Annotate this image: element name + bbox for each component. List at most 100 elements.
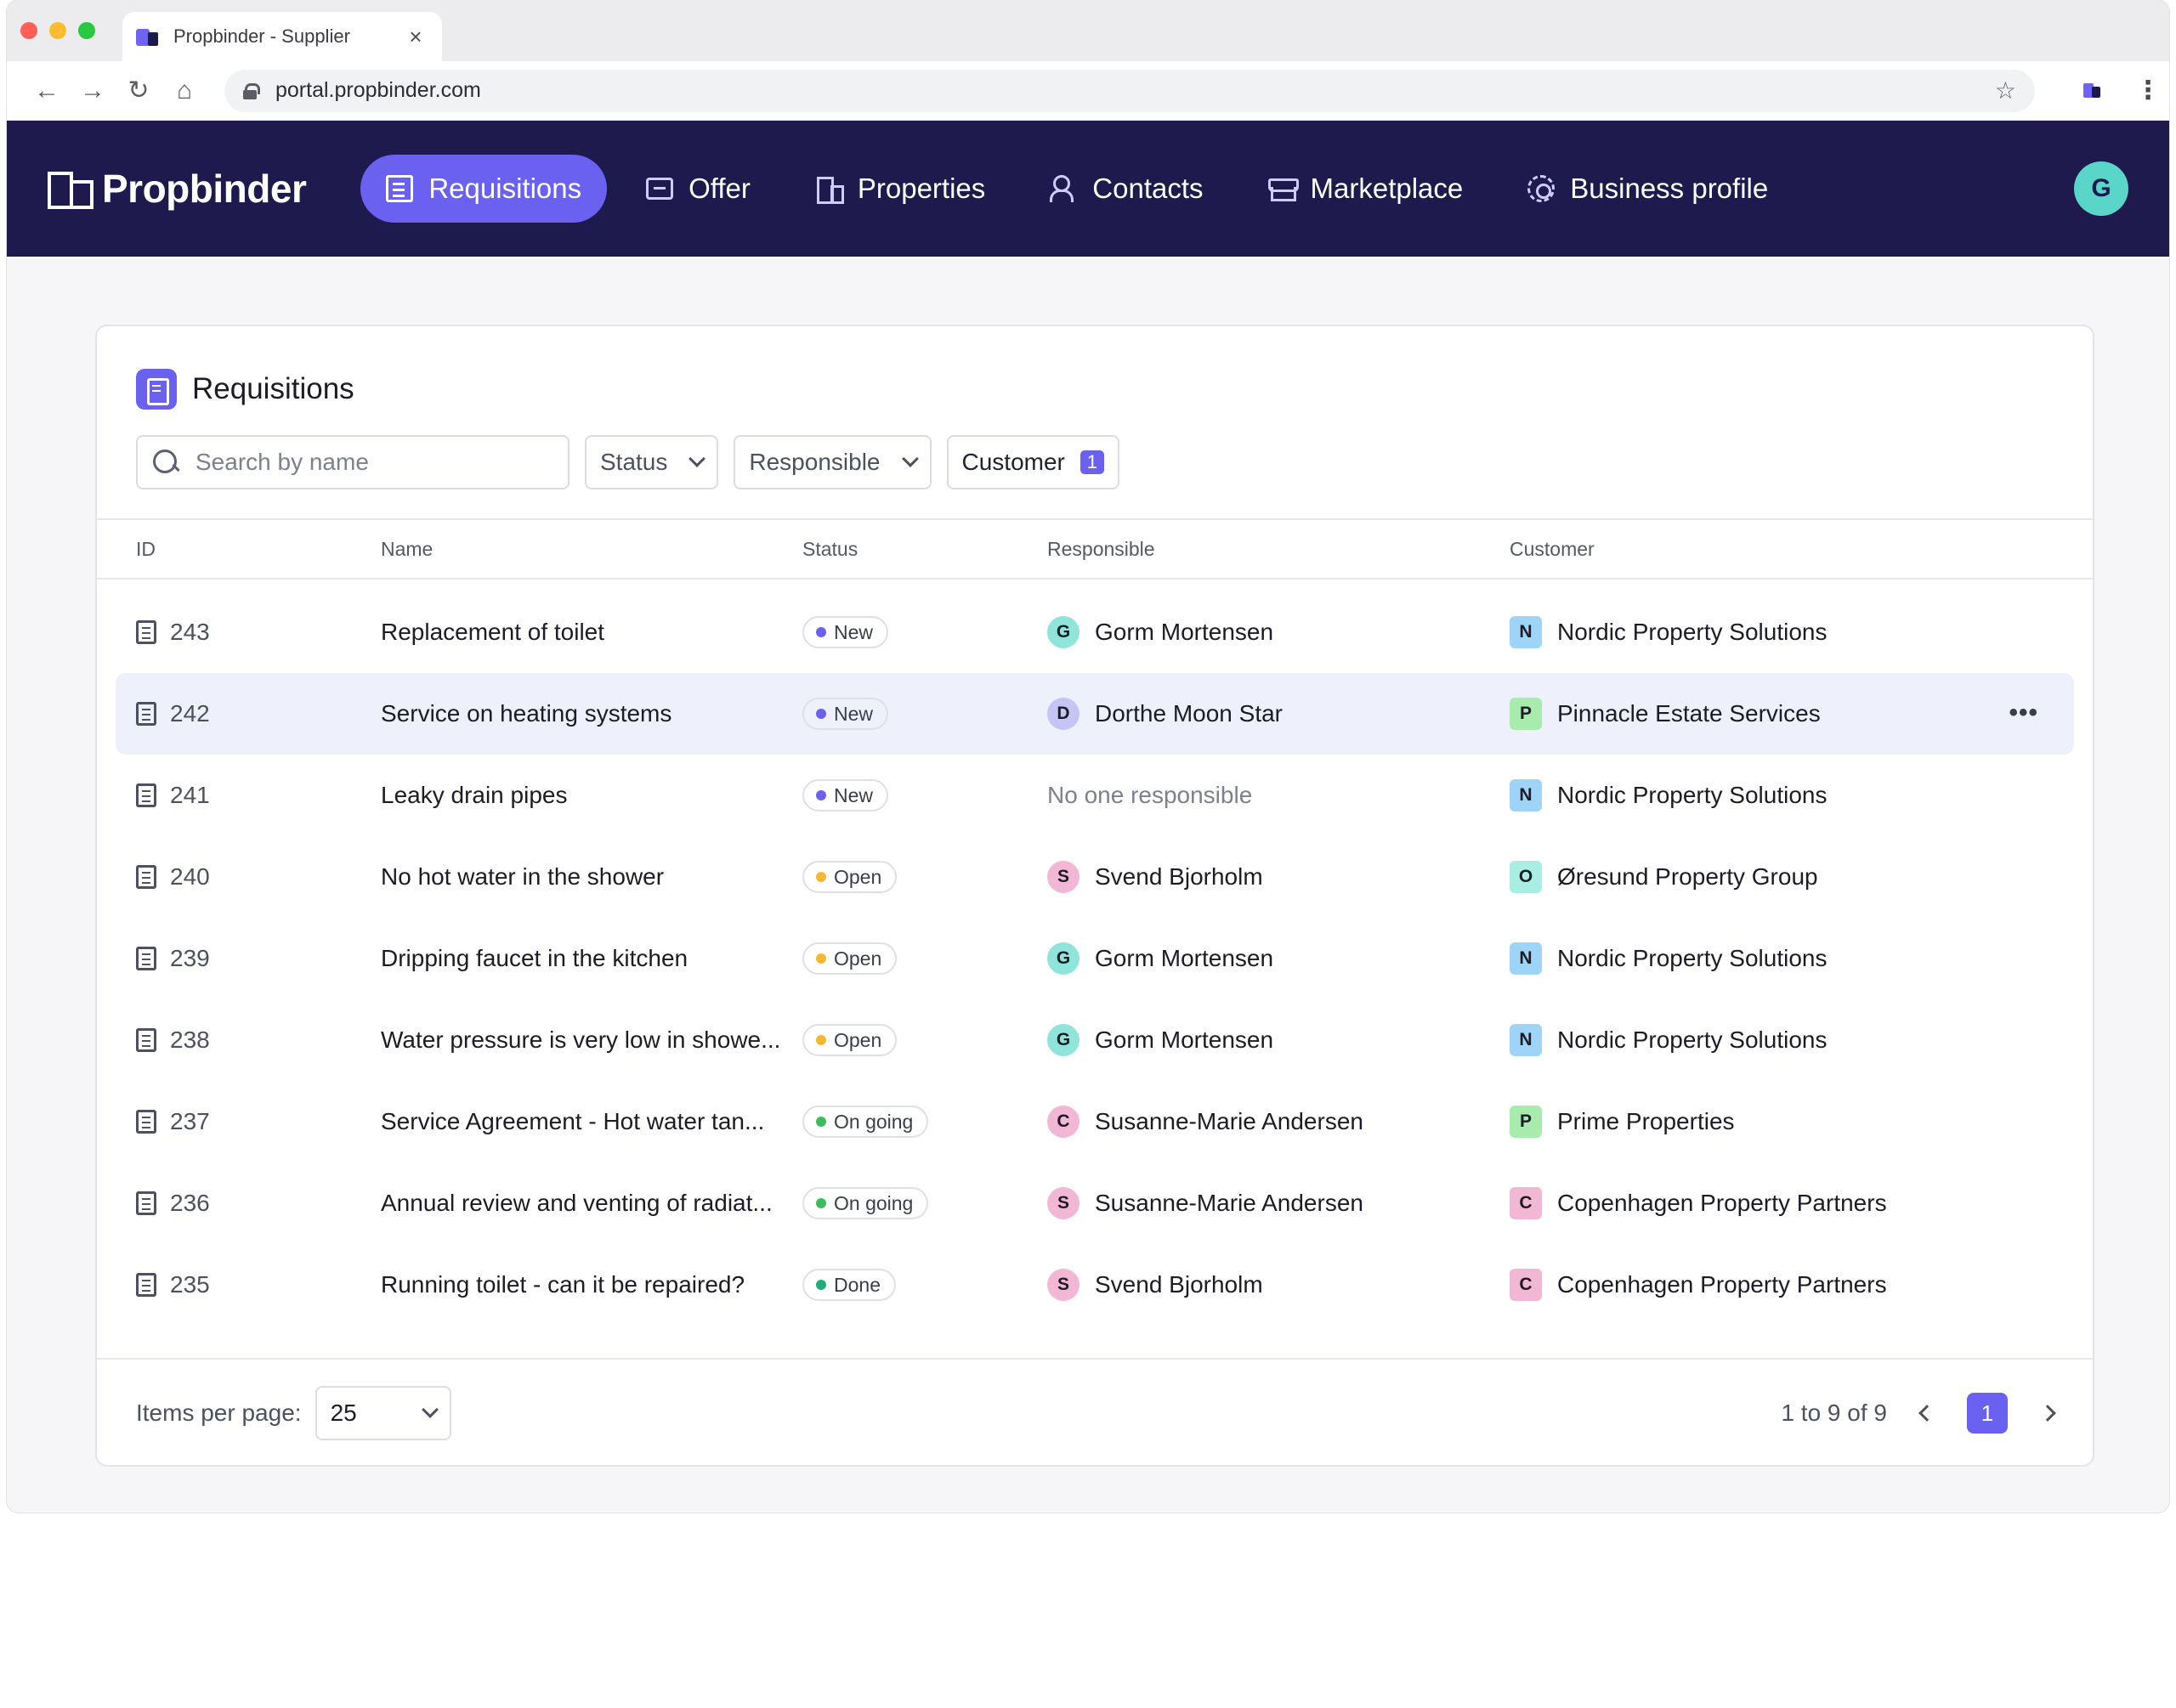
- table-row[interactable]: 238 Water pressure is very low in showe..…: [116, 999, 2074, 1081]
- next-page-chevron-icon[interactable]: [2039, 1405, 2056, 1422]
- requisition-name: Service Agreement - Hot water tan...: [381, 1108, 765, 1134]
- tab-close-icon[interactable]: ×: [409, 23, 422, 49]
- customer-avatar: N: [1510, 616, 1542, 648]
- logo-text: Propbinder: [102, 167, 307, 211]
- offer-icon: [646, 178, 674, 200]
- requisition-id-cell: 239: [136, 945, 381, 972]
- url-text[interactable]: portal.propbinder.com: [275, 78, 481, 102]
- customer-cell: C Copenhagen Property Partners: [1510, 1269, 2054, 1301]
- row-more-options-icon[interactable]: •••: [2009, 698, 2038, 727]
- propbinder-logo[interactable]: Propbinder: [48, 166, 307, 212]
- responsible-cell: D Dorthe Moon Star: [1047, 698, 1510, 730]
- nav-offer[interactable]: Offer: [620, 155, 776, 223]
- table-row[interactable]: 236 Annual review and venting of radiat..…: [116, 1162, 2074, 1244]
- status-label: On going: [834, 1110, 914, 1133]
- status-badge: On going: [802, 1187, 929, 1219]
- column-header-customer[interactable]: Customer: [1510, 537, 1595, 560]
- status-dot: [816, 1117, 826, 1127]
- forward-arrow-icon[interactable]: →: [80, 76, 105, 105]
- store-icon: [1267, 175, 1299, 202]
- nav-label: Requisitions: [428, 172, 582, 204]
- status-filter[interactable]: Status: [585, 435, 719, 489]
- column-header-id[interactable]: ID: [136, 537, 156, 560]
- nav-business-profile[interactable]: Business profile: [1502, 155, 1794, 223]
- responsible-filter[interactable]: Responsible: [734, 435, 932, 489]
- browser-menu-icon[interactable]: ⋮: [2135, 76, 2161, 105]
- customer-name: Pinnacle Estate Services: [1557, 700, 1821, 727]
- gear-icon: [1527, 175, 1556, 202]
- responsible-filter-label: Responsible: [749, 449, 881, 475]
- minimize-window-button[interactable]: [49, 22, 66, 39]
- customer: N Nordic Property Solutions: [1510, 942, 2054, 975]
- responsible-name: Gorm Mortensen: [1095, 619, 1274, 645]
- responsible-cell: S Susanne-Marie Andersen: [1047, 1187, 1510, 1219]
- requisition-id-cell: 238: [136, 1026, 381, 1054]
- requisition-id-cell: 242: [136, 700, 381, 727]
- column-header-responsible[interactable]: Responsible: [1047, 537, 1155, 560]
- requisition-name: Leaky drain pipes: [381, 782, 568, 808]
- table-row[interactable]: 242 Service on heating systems New D Dorthe …: [116, 673, 2074, 755]
- nav-contacts[interactable]: Contacts: [1024, 155, 1228, 223]
- requisition-id: 235: [170, 1271, 210, 1298]
- table-row[interactable]: 235 Running toilet - can it be repaired? D…: [116, 1244, 2074, 1326]
- close-window-button[interactable]: [20, 22, 37, 39]
- pagination: 1 to 9 of 9 1: [1781, 1393, 2056, 1434]
- customer-cell: N Nordic Property Solutions: [1510, 942, 2054, 975]
- column-header-name[interactable]: Name: [381, 537, 434, 560]
- responsible-name: Svend Bjorholm: [1095, 1271, 1263, 1298]
- responsible-name: Gorm Mortensen: [1095, 1026, 1274, 1053]
- status-cell: Done: [802, 1269, 1047, 1301]
- responsible-cell: No one responsible: [1047, 782, 1510, 809]
- search-icon: [153, 450, 178, 475]
- browser-window: Propbinder - Supplier × ← → ↻ ⌂ portal.p…: [7, 0, 2169, 1513]
- customer-filter[interactable]: Customer 1: [946, 435, 1119, 489]
- requisition-id: 239: [170, 945, 210, 971]
- customer-name: Øresund Property Group: [1557, 863, 1818, 890]
- status-badge: Open: [802, 861, 898, 893]
- reload-icon[interactable]: ↻: [128, 76, 150, 105]
- status-dot: [816, 953, 826, 964]
- search-input[interactable]: [196, 449, 552, 476]
- requisition-id: 237: [170, 1108, 210, 1134]
- nav-label: Properties: [857, 172, 986, 204]
- document-icon: [136, 947, 156, 970]
- customer: N Nordic Property Solutions: [1510, 779, 2054, 812]
- responsible-person: S Svend Bjorholm: [1047, 1269, 1510, 1301]
- status-badge: Open: [802, 1024, 898, 1056]
- nav-requisitions[interactable]: Requisitions: [360, 155, 608, 223]
- bookmark-star-icon[interactable]: ☆: [1994, 77, 2016, 104]
- browser-tab[interactable]: Propbinder - Supplier ×: [122, 12, 442, 61]
- table-header: ID Name Status Responsible Customer: [97, 520, 2093, 580]
- user-avatar[interactable]: G: [2074, 161, 2128, 216]
- status-badge: New: [802, 616, 889, 648]
- building-icon: [815, 175, 844, 204]
- status-cell: Open: [802, 1024, 1047, 1056]
- table-row[interactable]: 239 Dripping faucet in the kitchen Open G Go…: [116, 918, 2074, 999]
- nav-marketplace[interactable]: Marketplace: [1243, 155, 1489, 223]
- customer-avatar: P: [1510, 1106, 1542, 1138]
- customer-cell: P Pinnacle Estate Services: [1510, 698, 2054, 730]
- status-cell: New: [802, 616, 1047, 648]
- table-row[interactable]: 240 No hot water in the shower Open S Svend …: [116, 836, 2074, 918]
- table-row[interactable]: 237 Service Agreement - Hot water tan... O…: [116, 1081, 2074, 1162]
- responsible-cell: S Svend Bjorholm: [1047, 1269, 1510, 1301]
- search-box[interactable]: [136, 435, 570, 489]
- previous-page-chevron-icon[interactable]: [1918, 1405, 1935, 1422]
- items-per-page-select[interactable]: 25: [314, 1386, 451, 1440]
- back-arrow-icon[interactable]: ←: [34, 76, 60, 105]
- table-row[interactable]: 241 Leaky drain pipes New No one responsibl…: [116, 755, 2074, 836]
- address-bar[interactable]: portal.propbinder.com ☆: [224, 69, 2035, 112]
- table-row[interactable]: 243 Replacement of toilet New G Gorm Mortens…: [116, 591, 2074, 673]
- column-header-status[interactable]: Status: [802, 537, 858, 560]
- nav-properties[interactable]: Properties: [790, 155, 1011, 223]
- responsible-cell: G Gorm Mortensen: [1047, 616, 1510, 648]
- home-icon[interactable]: ⌂: [176, 76, 193, 105]
- responsible-cell: C Susanne-Marie Andersen: [1047, 1106, 1510, 1138]
- chevron-down-icon: [421, 1401, 439, 1418]
- page-button-current[interactable]: 1: [1967, 1393, 2008, 1434]
- page-title: Requisitions: [192, 372, 354, 405]
- maximize-window-button[interactable]: [78, 22, 95, 39]
- document-icon: [386, 175, 414, 202]
- requisition-id-cell: 236: [136, 1190, 381, 1217]
- extension-icon[interactable]: [2076, 74, 2110, 108]
